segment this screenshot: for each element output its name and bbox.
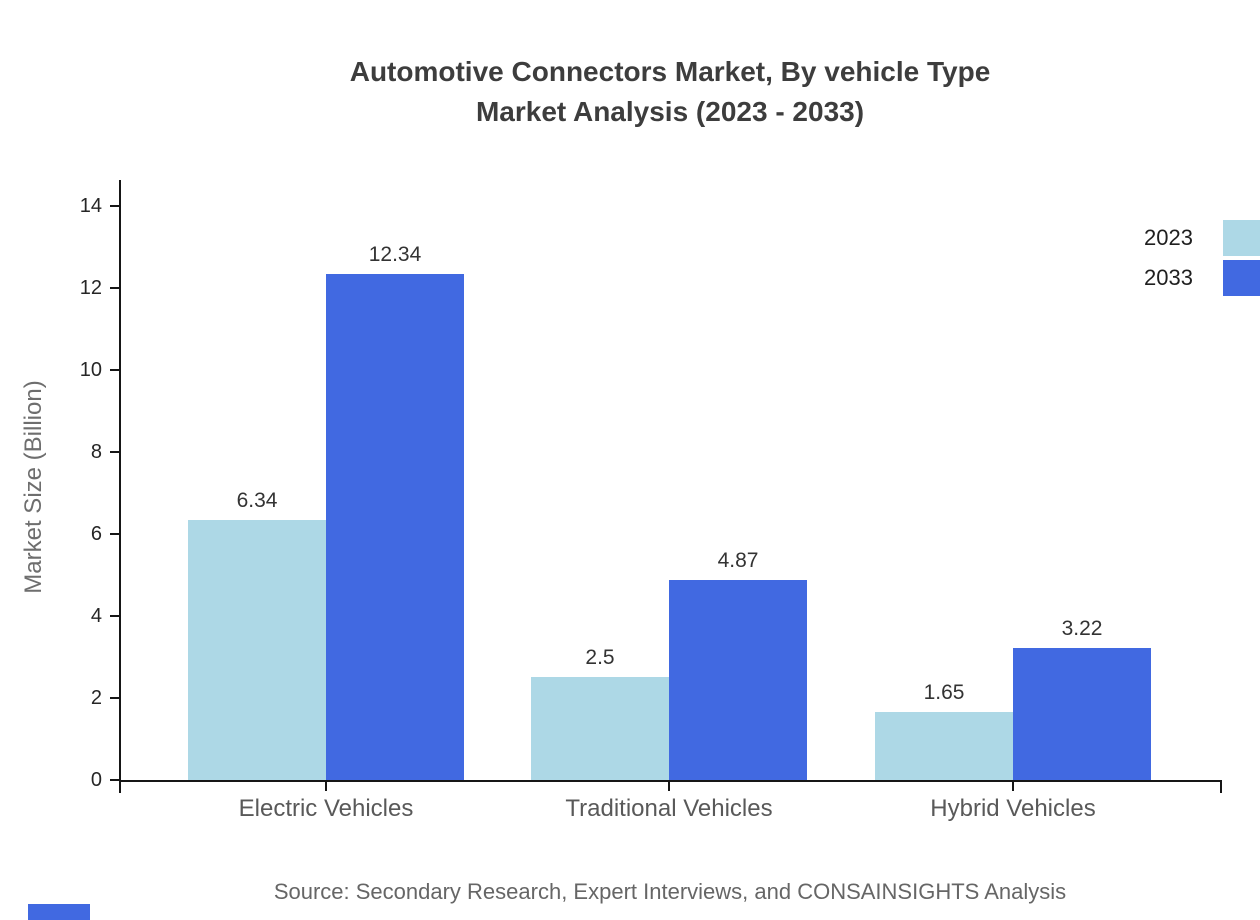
chart-title-line2: Market Analysis (2023 - 2033) <box>475 96 865 127</box>
chart-title-line1: Automotive Connectors Market, By vehicle… <box>349 56 991 87</box>
chart-title: Automotive Connectors Market, By vehicle… <box>80 52 1260 132</box>
legend-label: 2023 <box>1144 225 1193 250</box>
bar-2033-traditional-vehicles <box>669 580 807 780</box>
legend-swatch-icon <box>1223 260 1260 296</box>
legend-item-2023: 2023 <box>1144 218 1260 258</box>
x-category-label: Electric Vehicles <box>238 795 414 822</box>
y-tick-label: 8 <box>90 441 102 463</box>
bar-2023-electric-vehicles <box>188 520 326 780</box>
bar-value-label: 6.34 <box>236 489 278 512</box>
y-tick-mark <box>110 205 119 207</box>
legend-label: 2033 <box>1144 265 1193 290</box>
y-tick-mark <box>110 533 119 535</box>
y-tick-label: 14 <box>79 195 102 217</box>
x-axis-end-tick <box>1220 780 1222 793</box>
y-tick-mark <box>110 615 119 617</box>
bar-2033-hybrid-vehicles <box>1013 648 1151 780</box>
x-category-label: Hybrid Vehicles <box>930 795 1096 822</box>
bar-2033-electric-vehicles <box>326 274 464 780</box>
y-tick-label: 0 <box>90 769 102 791</box>
y-tick-label: 12 <box>79 277 102 299</box>
x-category-label: Traditional Vehicles <box>565 795 773 822</box>
bar-2023-traditional-vehicles <box>531 677 669 780</box>
watermark-fragment <box>28 904 90 920</box>
y-tick-mark <box>110 779 119 781</box>
x-tick-mark <box>1012 782 1014 791</box>
bar-value-label: 3.22 <box>1061 617 1103 640</box>
bar-value-label: 1.65 <box>923 681 965 704</box>
y-tick-mark <box>110 287 119 289</box>
y-tick-label: 10 <box>79 359 102 381</box>
y-axis-line <box>119 180 121 793</box>
bar-2023-hybrid-vehicles <box>875 712 1013 780</box>
legend-swatch-icon <box>1223 220 1260 256</box>
y-tick-label: 6 <box>90 523 102 545</box>
source-note: Source: Secondary Research, Expert Inter… <box>273 879 1067 904</box>
y-tick-label: 2 <box>90 687 102 709</box>
y-tick-mark <box>110 697 119 699</box>
bar-value-label: 2.5 <box>585 646 615 669</box>
x-tick-mark <box>325 782 327 791</box>
x-tick-mark <box>668 782 670 791</box>
y-axis-title: Market Size (Billion) <box>20 380 47 594</box>
y-tick-mark <box>110 369 119 371</box>
x-axis-line <box>119 780 1222 782</box>
bar-value-label: 12.34 <box>368 243 422 266</box>
legend-item-2033: 2033 <box>1144 258 1260 298</box>
y-tick-mark <box>110 451 119 453</box>
bar-value-label: 4.87 <box>717 549 759 572</box>
y-tick-label: 4 <box>90 605 102 627</box>
legend: 2023 2033 <box>1144 218 1260 298</box>
